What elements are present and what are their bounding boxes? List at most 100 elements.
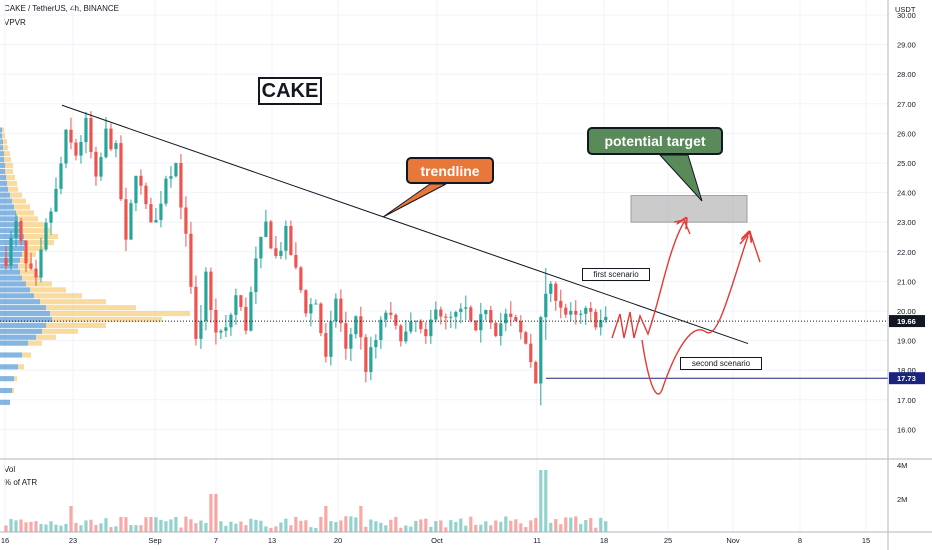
candle-body	[399, 325, 403, 342]
vpvr-bar-up	[0, 127, 2, 133]
volume-bar	[34, 521, 38, 532]
candle-body	[9, 237, 13, 266]
y-tick-label: 16.00	[897, 425, 916, 434]
vpvr-bar-down	[20, 222, 44, 228]
volume-bar	[109, 527, 113, 532]
x-tick-label: 7	[214, 536, 218, 545]
volume-bar	[584, 520, 588, 532]
volume-bar	[264, 526, 268, 532]
candle-body	[324, 333, 328, 357]
candle-body	[314, 303, 318, 305]
candle-body	[559, 300, 563, 308]
vpvr-bar-down	[22, 352, 31, 358]
candle-body	[174, 163, 178, 177]
volume-bar	[524, 527, 528, 532]
candle-body	[359, 316, 363, 338]
candle-body	[124, 199, 128, 240]
volume-bar	[269, 527, 273, 532]
volume-bar	[369, 519, 373, 532]
vpvr-bar-up	[0, 328, 42, 334]
volume-bar	[134, 525, 138, 532]
volume-bar	[214, 494, 218, 532]
volume-bar	[559, 524, 563, 532]
candle-body	[439, 309, 443, 317]
volume-bar	[14, 520, 18, 532]
volume-bar	[349, 516, 353, 532]
y-tick-label: 23.00	[897, 218, 916, 227]
vpvr-bar-down	[5, 168, 13, 175]
target-zone	[630, 195, 748, 223]
volume-bar	[429, 526, 433, 532]
volume-bar	[19, 519, 23, 532]
candle-body	[584, 308, 588, 314]
volume-bar	[124, 517, 128, 532]
volume-bar	[224, 525, 228, 532]
candle-body	[394, 314, 398, 326]
volume-bar	[334, 522, 338, 532]
volume-bar	[259, 520, 263, 532]
volume-bar	[99, 523, 103, 532]
volume-bar	[49, 521, 53, 532]
candle-body	[309, 304, 313, 314]
vpvr-bar-up	[0, 174, 6, 180]
candle-body	[354, 316, 358, 335]
candle-body	[189, 233, 193, 287]
candle-body	[474, 320, 478, 331]
vpvr-bar-down	[18, 364, 24, 370]
candle-body	[209, 271, 213, 310]
vpvr-bar-up	[0, 364, 18, 370]
volume-bar	[4, 525, 8, 532]
vpvr-bar-down	[26, 281, 52, 287]
vpvr-bar-up	[0, 293, 34, 299]
volume-bar	[84, 520, 88, 532]
volume-bar	[474, 524, 478, 532]
volume-bar	[459, 518, 463, 532]
candle-body	[19, 221, 23, 241]
x-tick-label: Sep	[148, 536, 161, 545]
candle-body	[379, 319, 383, 341]
candle-body	[424, 329, 428, 337]
y-tick-label: 29.00	[897, 41, 916, 50]
candle-body	[119, 143, 123, 200]
candle-body	[134, 175, 138, 204]
volume-bar	[539, 470, 543, 532]
candle-body	[454, 311, 458, 317]
arrow-head-left	[673, 219, 691, 235]
symbol-title: CAKE / TetherUS, 4h, BINANCE	[4, 4, 120, 13]
volume-bar	[464, 525, 468, 532]
candle-body	[179, 163, 183, 208]
vpvr-bar-up	[0, 299, 40, 305]
vpvr-bar-down	[4, 157, 11, 163]
vpvr-bar-up	[0, 305, 46, 311]
volume-bar	[289, 525, 293, 532]
volume-bar	[419, 519, 423, 532]
candle-body	[54, 188, 58, 212]
x-tick-label: 16	[1, 536, 9, 545]
candle-body	[79, 142, 83, 156]
candle-body	[444, 316, 448, 318]
volume-bar	[494, 520, 498, 532]
candle-body	[434, 309, 438, 320]
vpvr-bar-up	[0, 275, 22, 281]
candle-body	[154, 219, 158, 223]
support-price-tag-bg	[889, 372, 925, 385]
vpvr-bar-up	[0, 133, 2, 139]
vpvr-bar-down	[52, 316, 162, 323]
vpvr-bar-up	[0, 163, 5, 169]
vpvr-bar-up	[0, 145, 3, 151]
volume-bar	[104, 518, 108, 532]
last-price-tag: 19.66	[897, 317, 916, 326]
overlays	[0, 104, 888, 395]
target-label: potential target	[604, 133, 706, 149]
volume-bar	[219, 521, 223, 532]
volume-bar	[579, 524, 583, 532]
candle-body	[409, 321, 413, 332]
volume-bar	[604, 521, 608, 532]
vpvr-bar-down	[20, 269, 34, 275]
candle-body	[89, 117, 93, 152]
volume-bar	[329, 521, 333, 532]
second-scenario-arrow	[641, 236, 748, 395]
vpvr-bar-up	[0, 263, 18, 269]
volume-bar	[544, 470, 548, 532]
